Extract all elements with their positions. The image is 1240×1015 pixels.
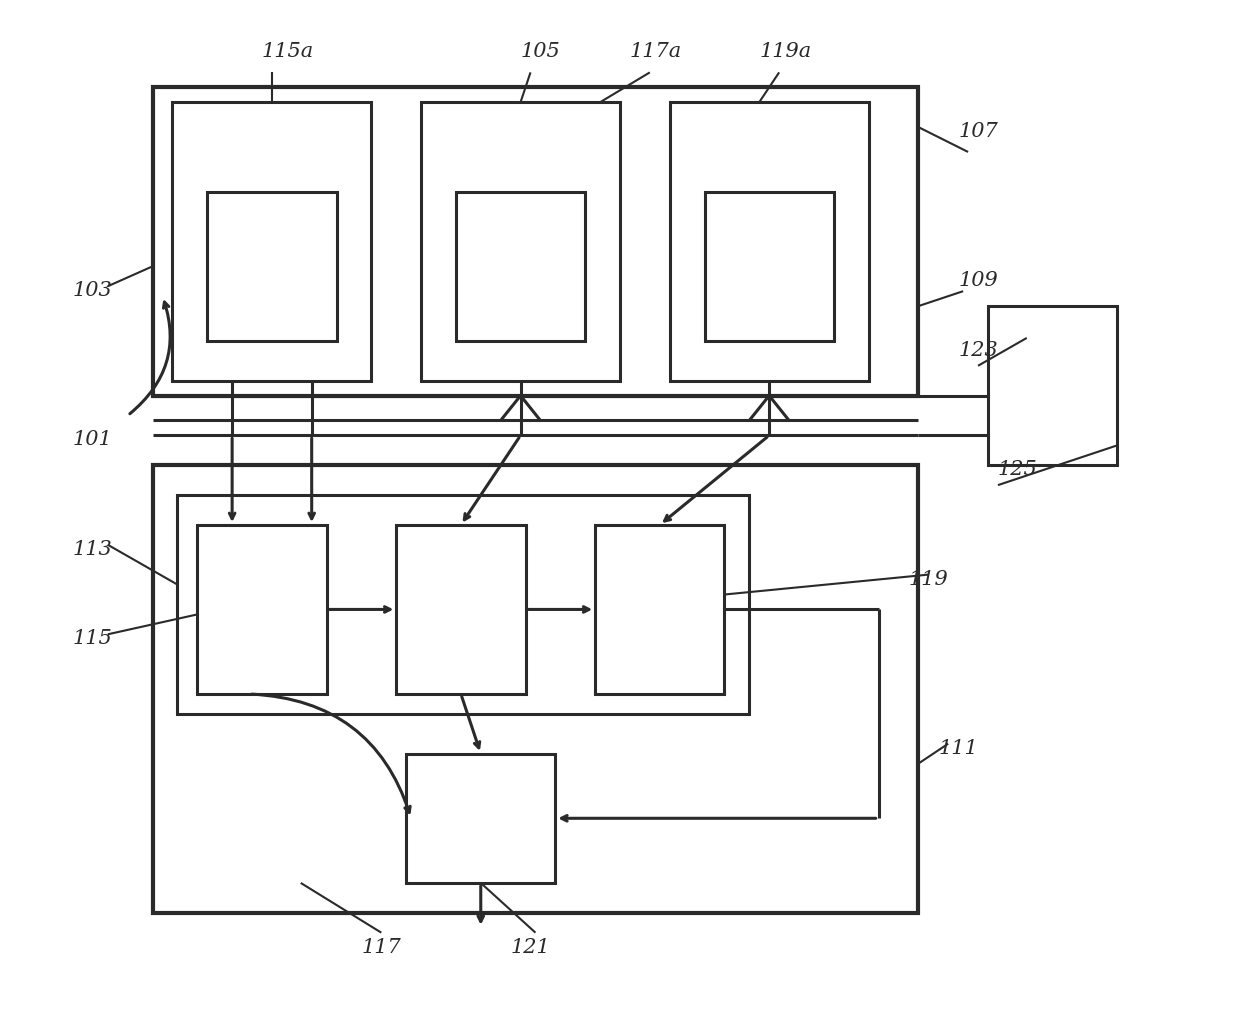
Text: 123: 123 [959, 341, 998, 360]
Bar [197, 525, 326, 694]
Bar [456, 192, 585, 341]
Text: 125: 125 [998, 460, 1038, 479]
Text: 117: 117 [361, 938, 402, 956]
Bar [704, 192, 833, 341]
Text: 115a: 115a [262, 43, 314, 62]
Bar [670, 103, 869, 381]
Text: 113: 113 [73, 540, 113, 558]
Bar [397, 525, 526, 694]
Bar [153, 87, 919, 396]
Text: 103: 103 [73, 281, 113, 300]
Text: 101: 101 [73, 430, 113, 450]
Bar [172, 103, 371, 381]
Bar [207, 192, 336, 341]
Bar [407, 754, 556, 883]
Text: 117a: 117a [630, 43, 682, 62]
Text: 115: 115 [73, 629, 113, 649]
Text: 111: 111 [939, 739, 978, 757]
Text: 105: 105 [521, 43, 560, 62]
Bar [422, 103, 620, 381]
Bar [153, 465, 919, 912]
Text: 119: 119 [909, 569, 949, 589]
Bar [177, 495, 749, 714]
Text: 109: 109 [959, 271, 998, 290]
Text: 107: 107 [959, 122, 998, 141]
Bar [988, 307, 1117, 465]
Text: 121: 121 [511, 938, 551, 956]
Text: 119a: 119a [759, 43, 811, 62]
Bar [595, 525, 724, 694]
